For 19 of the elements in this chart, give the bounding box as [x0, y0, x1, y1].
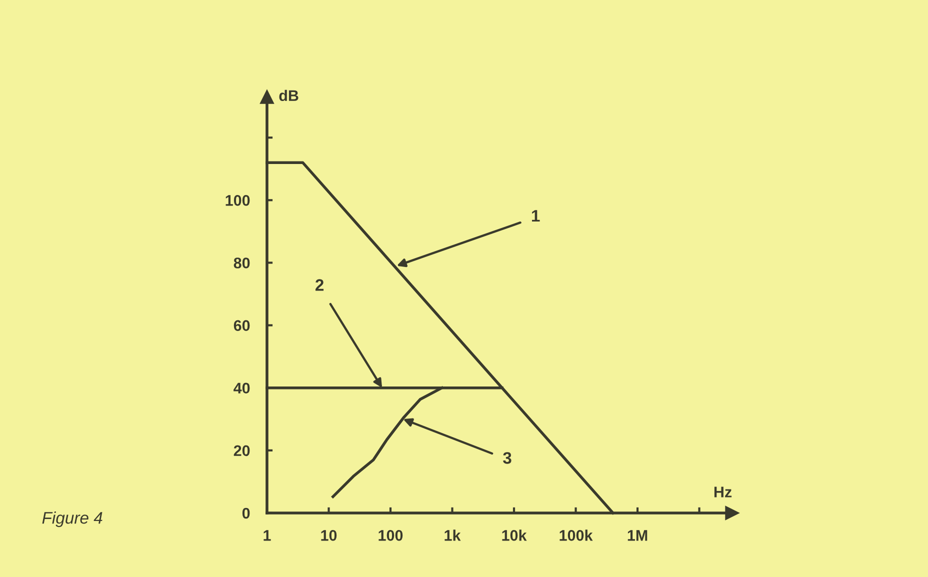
x-tick-label: 100k	[560, 530, 593, 541]
x-tick-label: 10k	[502, 530, 527, 541]
x-tick-label: 1	[264, 530, 271, 541]
x-tick-label: 100	[378, 530, 403, 541]
annotation: 3	[503, 452, 512, 464]
y-tick-label: 0	[242, 508, 250, 519]
x-tick-label: 10	[321, 530, 337, 541]
y-tick-label: 40	[234, 382, 250, 394]
x-tick-label: 1k	[444, 530, 461, 541]
annotation: 1	[532, 210, 540, 222]
caption: Figure 4	[42, 512, 102, 528]
y-tick-label: 100	[226, 195, 250, 206]
x-tick-label: 1M	[628, 530, 648, 541]
annotation: 2	[316, 279, 324, 291]
y-tick-label: 80	[234, 258, 250, 268]
x-axis-title: Hz	[714, 486, 732, 498]
y-axis-title: dB	[279, 90, 298, 102]
y-tick-label: 60	[234, 320, 250, 331]
y-tick-label: 20	[234, 445, 250, 456]
